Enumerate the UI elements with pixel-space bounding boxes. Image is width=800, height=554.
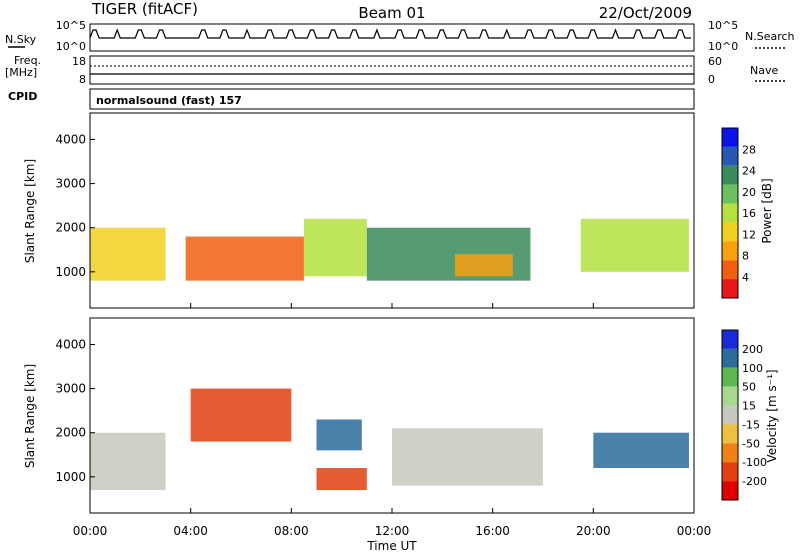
power-colorbar-segment-8 — [722, 279, 738, 298]
cpid-label: CPID — [8, 90, 37, 103]
velocity-colorbar-segment-1 — [722, 348, 738, 368]
velocity-ytick-label-1: 3000 — [55, 382, 86, 396]
power-feature-5 — [580, 218, 689, 272]
x-tick-label-5: 20:00 — [576, 524, 611, 538]
freq-trace — [90, 65, 694, 75]
date-label: 22/Oct/2009 — [599, 4, 692, 22]
power-colorbar-tick-5: 8 — [742, 250, 749, 263]
velocity-colorbar-segment-3 — [722, 386, 738, 406]
velocity-colorbar-tick-1: 100 — [742, 362, 763, 375]
power-data-gap-0 — [166, 113, 185, 308]
velocity-data-gap-1 — [558, 318, 561, 513]
nsky-label: N.Sky — [5, 33, 37, 46]
velocity-colorbar — [721, 329, 739, 501]
power-colorbar-tick-1: 24 — [742, 165, 756, 178]
freq-label: Freq. — [14, 54, 41, 67]
x-tick-label-1: 04:00 — [173, 524, 208, 538]
nave-tick-top: 60 — [708, 55, 722, 68]
freq-panel — [89, 55, 695, 85]
power-ytick-label-1: 3000 — [55, 177, 86, 191]
beam-label: Beam 01 — [358, 4, 425, 22]
power-feature-1 — [185, 236, 304, 281]
velocity-colorbar-segment-6 — [722, 443, 738, 463]
velocity-feature-2 — [316, 419, 362, 451]
x-tick-label-0: 00:00 — [73, 524, 108, 538]
x-axis-label: Time UT — [366, 539, 417, 553]
power-colorbar-segment-7 — [722, 260, 738, 280]
velocity-colorbar-segment-8 — [722, 481, 738, 500]
power-colorbar-segment-1 — [722, 146, 738, 166]
power-colorbar-tick-3: 16 — [742, 207, 756, 220]
velocity-data-gap-0 — [166, 318, 185, 513]
freq-tick-bottom: 8 — [79, 73, 86, 86]
power-feature-4 — [454, 254, 513, 277]
power-ytick-label-3: 1000 — [55, 265, 86, 279]
velocity-colorbar-tick-4: -15 — [742, 418, 760, 431]
power-colorbar-segment-3 — [722, 184, 738, 204]
nave-label: Nave — [750, 64, 778, 77]
power-data-gap-1 — [558, 113, 561, 308]
velocity-y-axis-label: Slant Range [km] — [23, 364, 37, 468]
power-colorbar-tick-6: 4 — [742, 271, 749, 284]
velocity-colorbar-segment-0 — [722, 330, 738, 349]
velocity-colorbar-tick-0: 200 — [742, 343, 763, 356]
power-colorbar-tick-2: 20 — [742, 186, 756, 199]
velocity-ytick-label-3: 1000 — [55, 470, 86, 484]
power-feature-0 — [90, 227, 166, 281]
nsky-tick-bottom: 10^0 — [56, 40, 86, 53]
power-colorbar — [721, 127, 739, 299]
velocity-colorbar-tick-3: 15 — [742, 400, 756, 413]
power-colorbar-label: Power [dB] — [760, 178, 774, 243]
power-colorbar-segment-0 — [722, 128, 738, 147]
nsky-trace — [89, 28, 691, 39]
velocity-ytick-label-0: 4000 — [55, 337, 86, 351]
power-ytick-label-0: 4000 — [55, 132, 86, 146]
power-ytick-label-2: 2000 — [55, 221, 86, 235]
power-y-axis-label: Slant Range [km] — [23, 159, 37, 263]
velocity-colorbar-tick-7: -200 — [742, 475, 767, 488]
velocity-colorbar-tick-6: -100 — [742, 456, 767, 469]
x-tick-label-3: 12:00 — [375, 524, 410, 538]
x-tick-label-4: 16:00 — [475, 524, 510, 538]
cpid-text: normalsound (fast) 157 — [96, 94, 242, 107]
radar-title: TIGER (fitACF) — [91, 0, 198, 18]
velocity-feature-3 — [316, 468, 367, 491]
velocity-colorbar-segment-4 — [722, 405, 738, 425]
velocity-colorbar-segment-5 — [722, 424, 738, 444]
freq-unit: [MHz] — [5, 66, 37, 79]
power-colorbar-segment-6 — [722, 241, 738, 261]
power-feature-2 — [303, 218, 367, 277]
nsearch-tick-top: 10^5 — [708, 19, 738, 32]
velocity-ytick-label-2: 2000 — [55, 426, 86, 440]
nsearch-tick-bottom: 10^0 — [708, 40, 738, 53]
power-heatmap-cells — [90, 113, 689, 308]
velocity-feature-5 — [593, 432, 689, 468]
nave-tick-bottom: 0 — [708, 73, 715, 86]
velocity-colorbar-segment-2 — [722, 367, 738, 387]
velocity-colorbar-tick-2: 50 — [742, 381, 756, 394]
freq-tick-top: 18 — [72, 55, 86, 68]
power-colorbar-segment-5 — [722, 222, 738, 242]
cpid-panel — [89, 88, 695, 110]
velocity-heatmap-cells — [90, 318, 689, 513]
velocity-colorbar-label: Velocity [m s⁻¹] — [765, 369, 779, 462]
velocity-colorbar-tick-5: -50 — [742, 437, 760, 450]
velocity-feature-1 — [190, 388, 292, 442]
power-colorbar-tick-0: 28 — [742, 143, 756, 156]
x-tick-label-2: 08:00 — [274, 524, 309, 538]
nsearch-label: N.Search — [745, 30, 795, 43]
velocity-feature-4 — [392, 428, 543, 486]
x-tick-label-6: 00:00 — [677, 524, 712, 538]
nsky-tick-top: 10^5 — [56, 19, 86, 32]
velocity-colorbar-segment-7 — [722, 462, 738, 482]
power-colorbar-tick-4: 12 — [742, 228, 756, 241]
velocity-feature-0 — [90, 432, 166, 491]
power-colorbar-segment-2 — [722, 165, 738, 185]
power-colorbar-segment-4 — [722, 203, 738, 223]
